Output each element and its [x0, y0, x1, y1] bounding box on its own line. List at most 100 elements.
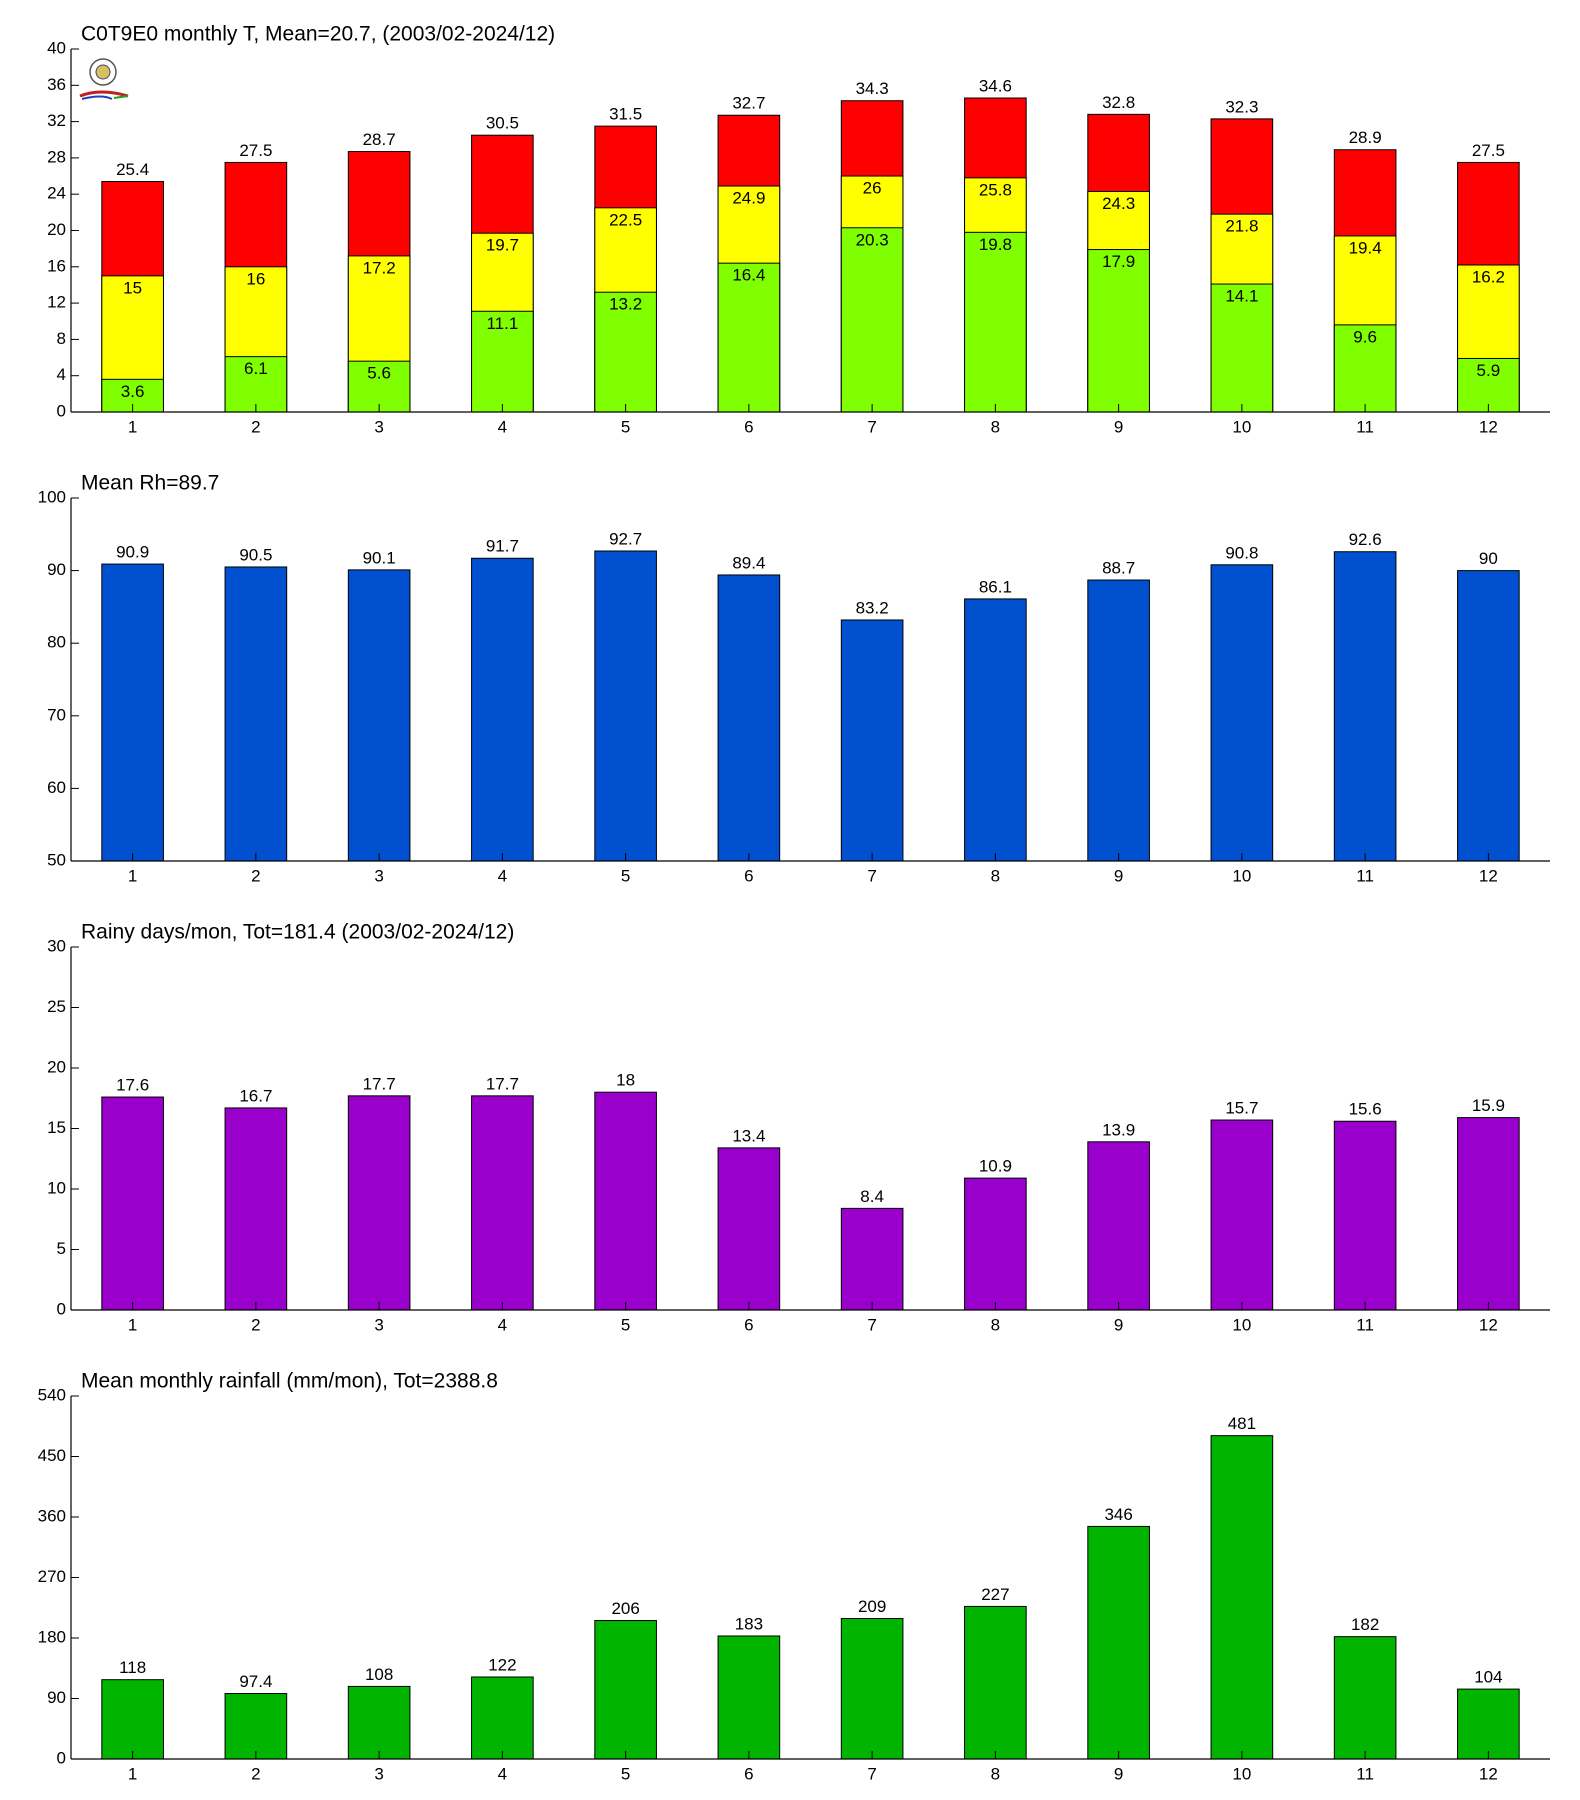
x-tick-label: 8	[991, 417, 1000, 436]
data-label: 13.4	[732, 1126, 765, 1145]
data-label: 227	[981, 1585, 1009, 1604]
data-label: 32.3	[1225, 97, 1258, 116]
bar	[1087, 579, 1150, 862]
data-label: 16.2	[1472, 267, 1505, 286]
y-tick-label: 90	[47, 1688, 66, 1707]
bar	[840, 1618, 904, 1760]
bar	[347, 1685, 411, 1760]
bar	[101, 1679, 164, 1760]
y-tick-label: 36	[47, 75, 66, 94]
data-label: 32.7	[732, 94, 765, 113]
chart-panel: Mean Rh=89.7 90.9 90.5 90.1 91.7 92.7 89.4 83.2…	[38, 472, 1550, 885]
x-tick-label: 6	[744, 1764, 753, 1783]
y-tick-label: 360	[38, 1506, 66, 1525]
x-tick-label: 7	[867, 1764, 876, 1783]
bar	[1333, 324, 1397, 413]
data-label: 122	[488, 1655, 516, 1674]
bar	[1333, 551, 1397, 862]
y-tick-label: 24	[47, 184, 66, 203]
x-tick-label: 7	[867, 866, 876, 885]
chart-title: Mean monthly rainfall (mm/mon), Tot=2388…	[81, 1370, 498, 1393]
x-tick-label: 11	[1356, 866, 1374, 885]
x-tick-label: 12	[1479, 866, 1498, 885]
data-label: 5.9	[1477, 361, 1501, 380]
x-tick-label: 8	[991, 866, 1000, 885]
chart-panel: Mean monthly rainfall (mm/mon), Tot=2388…	[38, 1370, 1550, 1783]
bar	[471, 557, 534, 862]
x-tick-label: 9	[1114, 866, 1123, 885]
y-tick-label: 12	[47, 293, 66, 312]
bar	[1087, 1525, 1150, 1760]
data-label: 83.2	[856, 598, 889, 617]
data-label: 206	[611, 1599, 639, 1618]
bar	[594, 291, 657, 413]
data-label: 31.5	[609, 105, 642, 124]
data-label: 17.2	[363, 258, 396, 277]
x-tick-label: 10	[1232, 1764, 1251, 1783]
data-label: 22.5	[609, 210, 642, 229]
bar	[1333, 1120, 1397, 1311]
data-label: 92.7	[609, 529, 642, 548]
data-label: 17.9	[1102, 252, 1135, 271]
data-label: 3.6	[121, 382, 145, 401]
data-label: 28.9	[1349, 128, 1382, 147]
data-label: 32.8	[1102, 93, 1135, 112]
x-tick-label: 2	[251, 1764, 260, 1783]
data-label: 19.7	[486, 236, 519, 255]
data-label: 15.9	[1472, 1096, 1505, 1115]
y-tick-label: 20	[47, 1057, 66, 1076]
y-tick-label: 450	[38, 1446, 66, 1465]
y-tick-label: 28	[47, 147, 66, 166]
chart-panel: Rainy days/mon, Tot=181.4 (2003/02-2024/…	[47, 921, 1550, 1334]
data-label: 90.9	[116, 543, 149, 562]
data-label: 34.6	[979, 76, 1012, 95]
y-tick-label: 10	[47, 1178, 66, 1197]
x-tick-label: 9	[1114, 1315, 1123, 1334]
data-label: 34.3	[856, 79, 889, 98]
data-label: 15	[123, 278, 142, 297]
bar	[964, 1605, 1027, 1760]
data-label: 19.4	[1349, 238, 1382, 257]
data-label: 183	[735, 1614, 763, 1633]
x-tick-label: 6	[744, 417, 753, 436]
data-label: 28.7	[363, 130, 396, 149]
bar	[840, 619, 904, 862]
x-tick-label: 12	[1479, 1315, 1498, 1334]
bar	[717, 1635, 781, 1760]
bar	[840, 227, 904, 413]
y-tick-label: 32	[47, 111, 66, 130]
data-label: 26	[863, 179, 882, 198]
data-label: 17.7	[363, 1074, 396, 1093]
data-label: 15.6	[1349, 1100, 1382, 1119]
chart-panel: C0T9E0 monthly T, Mean=20.7, (2003/02-20…	[47, 23, 1550, 436]
data-label: 16.7	[239, 1086, 272, 1105]
bar	[224, 356, 288, 413]
x-tick-label: 3	[374, 417, 383, 436]
x-tick-label: 3	[374, 1764, 383, 1783]
y-tick-label: 100	[38, 487, 66, 506]
data-label: 89.4	[732, 553, 765, 572]
bar	[717, 1147, 781, 1311]
x-tick-label: 5	[621, 866, 630, 885]
data-label: 209	[858, 1597, 886, 1616]
bar	[224, 1107, 288, 1311]
y-tick-label: 25	[47, 997, 66, 1016]
bar	[964, 598, 1027, 862]
data-label: 27.5	[1472, 141, 1505, 160]
data-label: 21.8	[1225, 217, 1258, 236]
data-label: 481	[1228, 1414, 1256, 1433]
data-label: 86.1	[979, 577, 1012, 596]
y-tick-label: 0	[57, 1299, 66, 1318]
bar	[1457, 570, 1520, 862]
bar	[840, 1207, 904, 1311]
y-tick-label: 540	[38, 1385, 66, 1404]
x-tick-label: 4	[498, 866, 507, 885]
x-tick-label: 10	[1232, 1315, 1251, 1334]
data-label: 17.6	[116, 1076, 149, 1095]
y-tick-label: 180	[38, 1627, 66, 1646]
y-tick-label: 40	[47, 38, 66, 57]
y-tick-label: 15	[47, 1118, 66, 1137]
x-tick-label: 7	[867, 1315, 876, 1334]
bar	[1210, 283, 1274, 413]
